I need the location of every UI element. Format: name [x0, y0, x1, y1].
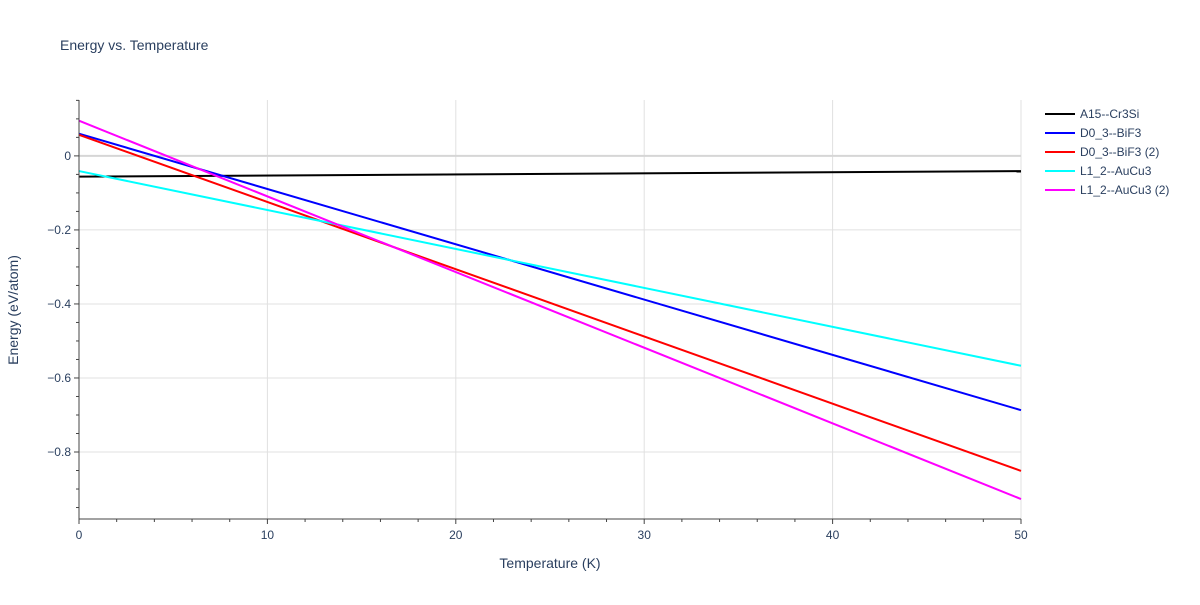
x-tick-label: 10: [261, 528, 275, 542]
legend-label: D0_3--BiF3 (2): [1080, 145, 1159, 159]
series-line-A15--Cr3Si: [78, 170, 1022, 178]
x-tick-label: 20: [449, 528, 463, 542]
y-tick-label: 0: [64, 149, 71, 163]
legend-label: D0_3--BiF3: [1080, 126, 1142, 140]
x-tick-label: 30: [638, 528, 652, 542]
x-tick-label: 40: [826, 528, 840, 542]
x-tick-label: 0: [76, 528, 83, 542]
series-line-D0_3--BiF3 (2): [78, 133, 1022, 472]
legend-item[interactable]: A15--Cr3Si: [1045, 107, 1139, 121]
legend-label: A15--Cr3Si: [1080, 107, 1139, 121]
y-tick-label: −0.8: [47, 445, 71, 459]
y-tick-label: −0.6: [47, 371, 71, 385]
legend-label: L1_2--AuCu3: [1080, 164, 1152, 178]
series-line-D0_3--BiF3: [78, 132, 1022, 412]
chart-title: Energy vs. Temperature: [60, 37, 209, 53]
x-axis-label: Temperature (K): [499, 555, 600, 571]
y-tick-label: −0.4: [47, 297, 71, 311]
series-line-L1_2--AuCu3: [78, 170, 1022, 367]
legend-item[interactable]: D0_3--BiF3: [1045, 126, 1142, 140]
series-line-L1_2--AuCu3 (2): [78, 119, 1022, 500]
legend-item[interactable]: D0_3--BiF3 (2): [1045, 145, 1159, 159]
legend-label: L1_2--AuCu3 (2): [1080, 183, 1169, 197]
legend-item[interactable]: L1_2--AuCu3 (2): [1045, 183, 1169, 197]
x-tick-label: 50: [1014, 528, 1028, 542]
y-axis-label: Energy (eV/atom): [5, 255, 21, 365]
legend-item[interactable]: L1_2--AuCu3: [1045, 164, 1152, 178]
y-tick-label: −0.2: [47, 223, 71, 237]
